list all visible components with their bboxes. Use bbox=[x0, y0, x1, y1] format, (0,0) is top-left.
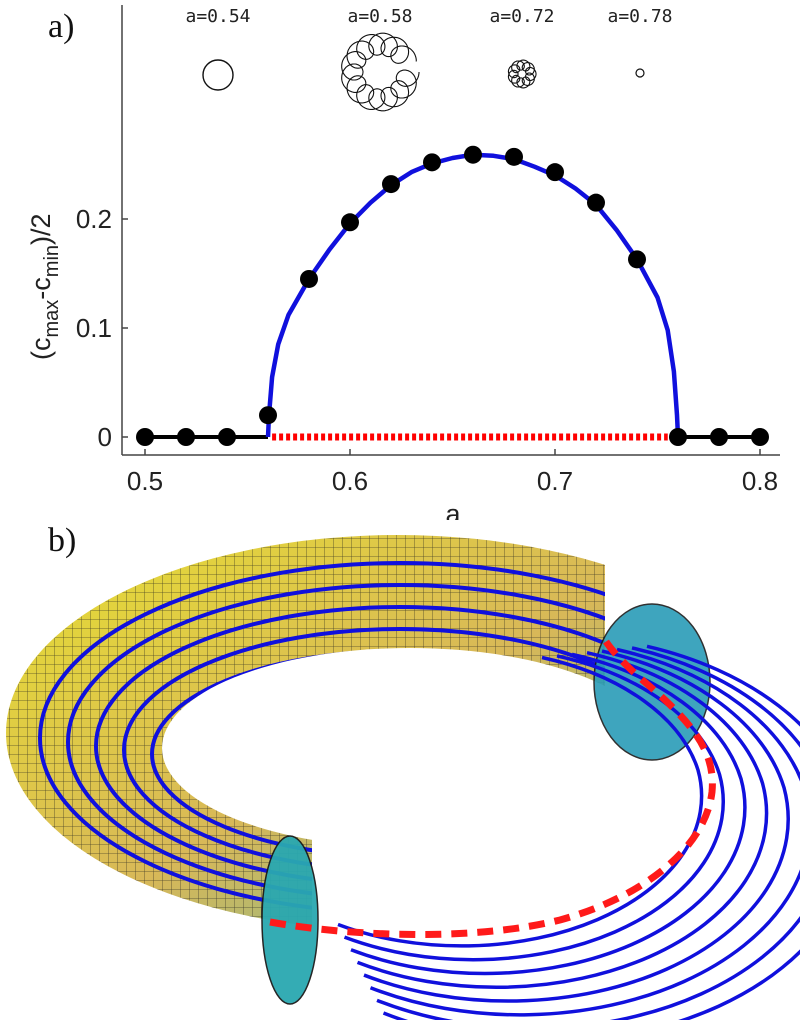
simulation-point bbox=[423, 153, 441, 172]
tube-cross-section-front bbox=[261, 835, 319, 1005]
simulation-point bbox=[300, 269, 318, 288]
orbit-loop bbox=[356, 650, 769, 990]
simulation-point bbox=[546, 163, 564, 182]
simulation-point bbox=[259, 406, 277, 425]
y-tick-label: 0 bbox=[98, 422, 112, 452]
orbit-loop bbox=[382, 644, 800, 1020]
surface-orbit-band bbox=[38, 561, 762, 915]
quasi-periodic-orbit bbox=[337, 644, 800, 1020]
simulation-point bbox=[464, 145, 482, 164]
simulation-point bbox=[505, 147, 523, 166]
inset-orbit bbox=[202, 59, 234, 91]
simulation-point bbox=[587, 193, 605, 212]
orbit-loop bbox=[376, 646, 800, 1020]
torus-surface bbox=[0, 520, 800, 1020]
x-tick-label: 0.7 bbox=[537, 466, 573, 496]
inset-orbit bbox=[507, 59, 537, 89]
x-tick-label: 0.5 bbox=[127, 466, 163, 496]
y-tick-label: 0.1 bbox=[76, 313, 112, 343]
inset-orbit bbox=[341, 32, 420, 112]
inset-label: a=0.78 bbox=[607, 6, 672, 27]
orbit-loop bbox=[369, 647, 800, 1017]
x-axis-label: a bbox=[445, 499, 461, 520]
simulation-point bbox=[218, 428, 236, 446]
torus-illustration bbox=[0, 520, 800, 1020]
x-tick-label: 0.6 bbox=[332, 466, 368, 496]
y-tick-label: 0.2 bbox=[76, 204, 112, 234]
inset-orbit bbox=[635, 68, 645, 78]
phase-insets: a=0.54 a=0.58 a=0.72 a=0.78 bbox=[185, 6, 673, 112]
simulation-point bbox=[382, 175, 400, 194]
amplitude-curve bbox=[265, 152, 681, 438]
simulation-point bbox=[669, 428, 687, 446]
panel-label-a: a) bbox=[48, 8, 75, 45]
chart-series bbox=[136, 145, 769, 446]
y-axis-label: (cmax-cmin)/2 bbox=[26, 213, 63, 360]
orbit-loop bbox=[350, 652, 747, 976]
inset-label: a=0.54 bbox=[185, 6, 250, 27]
inset-label: a=0.58 bbox=[347, 6, 412, 27]
bifurcation-chart: 0.5 0.6 0.7 0.800.10.2 a=0.54 a=0.58 a=0.72 a=… bbox=[26, 5, 780, 520]
simulation-point bbox=[136, 428, 154, 446]
orbit-loop bbox=[363, 649, 790, 1003]
chart-axes: 0.5 0.6 0.7 0.8 0 0.1 0.2 bbox=[76, 5, 780, 496]
simulation-point bbox=[710, 428, 728, 446]
simulation-point bbox=[177, 428, 195, 446]
simulation-point bbox=[751, 428, 769, 446]
simulation-point bbox=[341, 213, 359, 232]
inset-label: a=0.72 bbox=[489, 6, 554, 27]
x-tick-label: 0.8 bbox=[742, 466, 778, 496]
surface-orbit-band bbox=[66, 583, 734, 901]
simulation-point bbox=[628, 250, 646, 269]
orbit-loop bbox=[337, 655, 704, 948]
